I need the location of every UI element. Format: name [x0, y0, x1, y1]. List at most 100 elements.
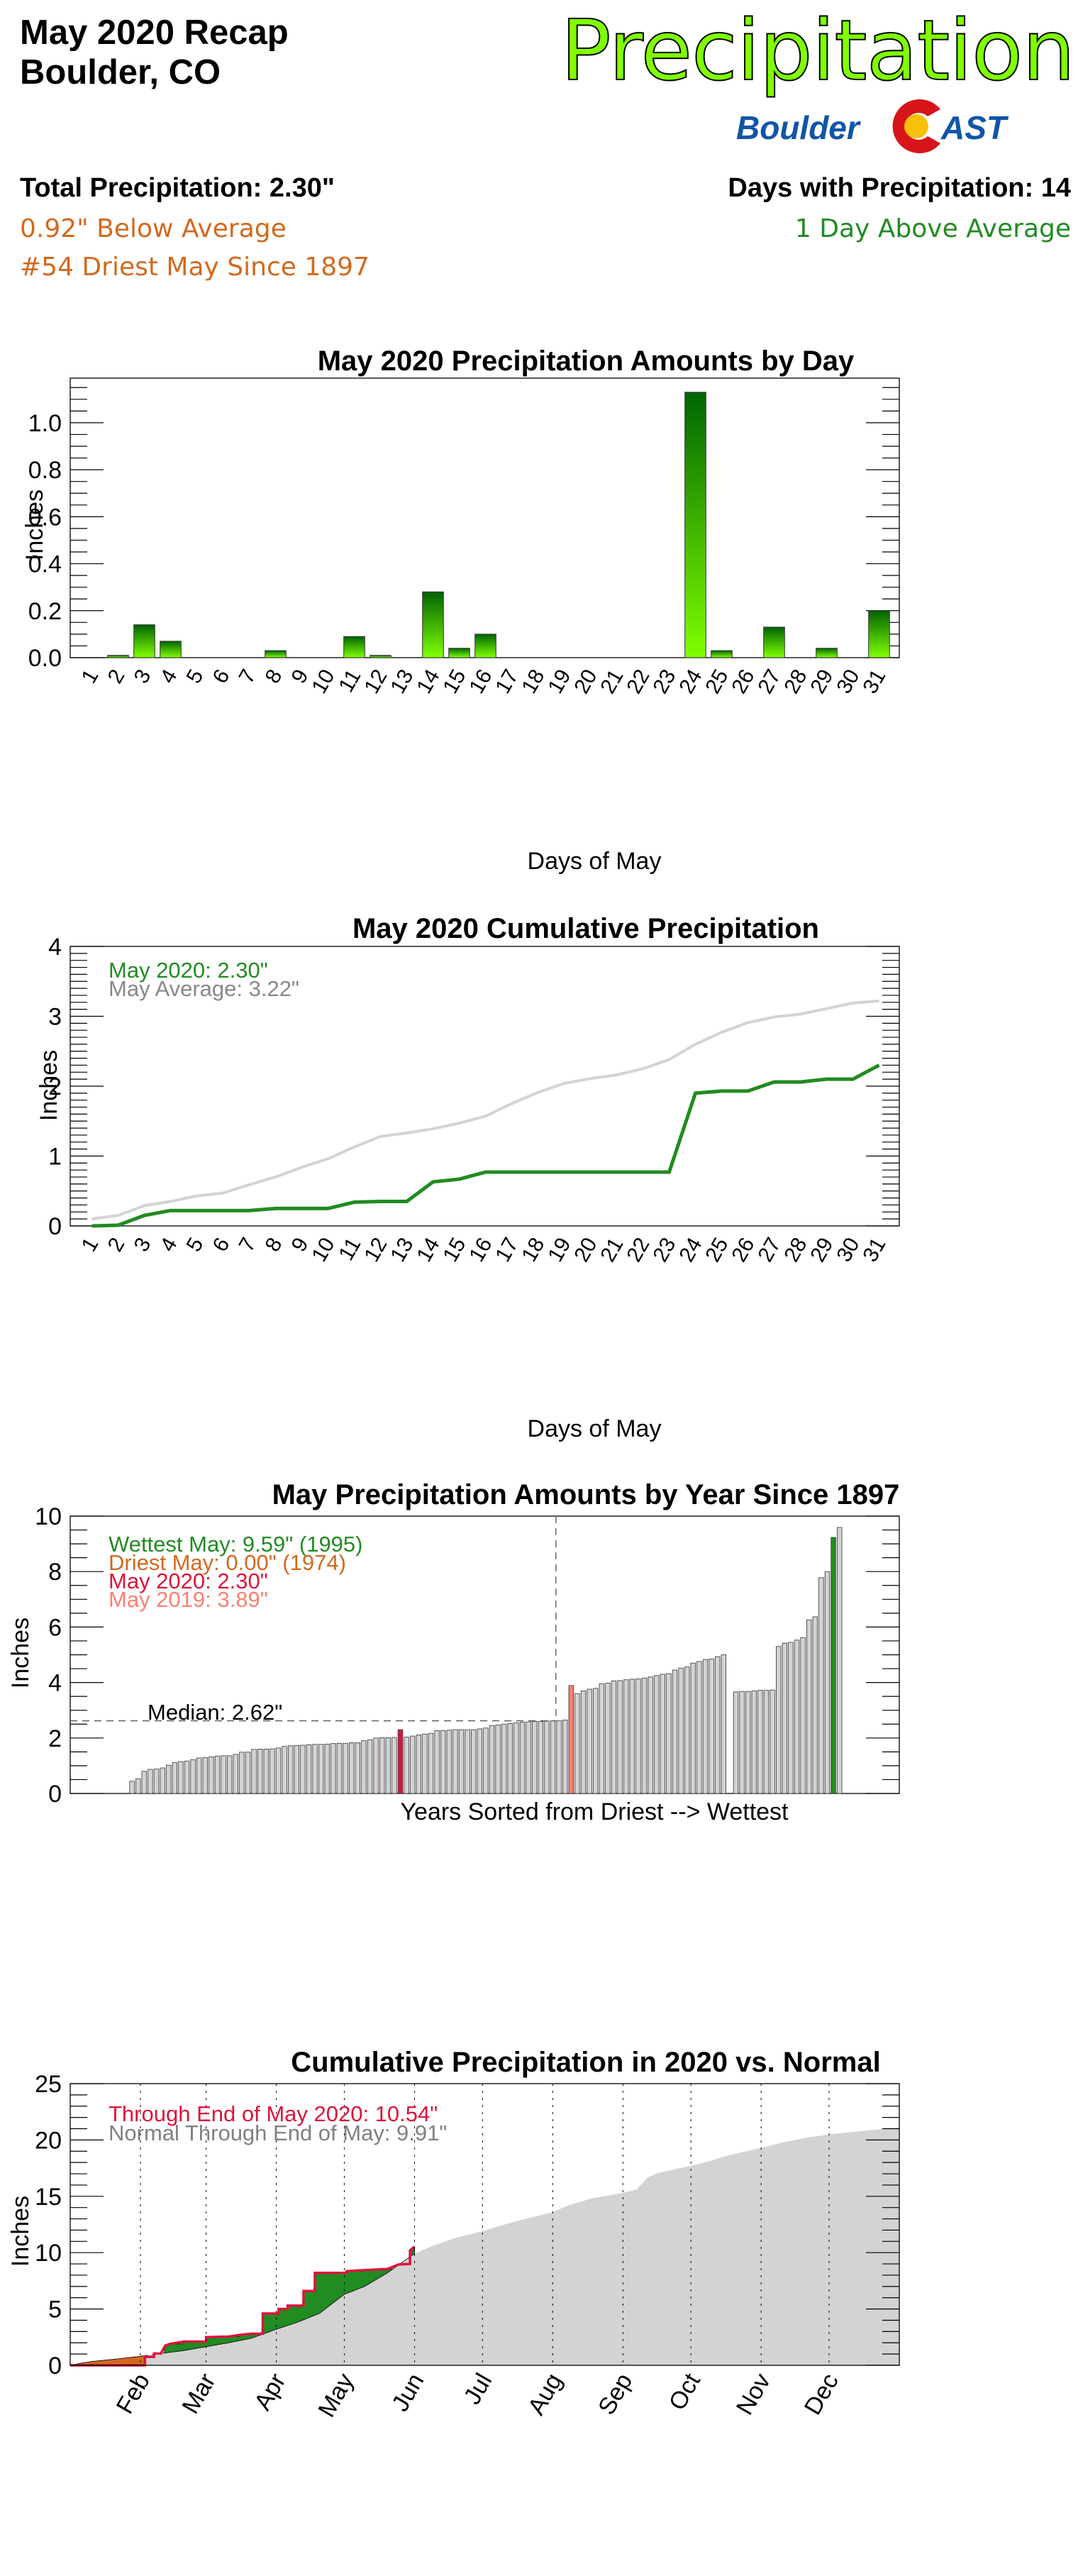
year-bar [483, 1728, 489, 1794]
y-tick-label: 20 [35, 2127, 62, 2154]
year-bar [385, 1737, 391, 1794]
chart-title: May 2020 Precipitation Amounts by Day [318, 346, 855, 377]
year-bar [404, 1737, 409, 1794]
bar-day-4 [160, 641, 182, 658]
year-bar [532, 1720, 538, 1794]
year-bar [562, 1719, 568, 1794]
year-bar [776, 1646, 782, 1794]
year-bar [599, 1684, 604, 1794]
year-bar [715, 1656, 721, 1794]
x-tick-label: Jul [459, 2369, 498, 2409]
y-tick-label: 6 [48, 1614, 62, 1641]
x-tick-label: 29 [806, 665, 838, 697]
legend-driest: Driest May: 0.00" (1974) [109, 1550, 346, 1575]
x-tick-label: 22 [622, 1234, 654, 1266]
median-label: Median: 2.62" [148, 1700, 282, 1725]
x-axis-label: Days of May [528, 1415, 662, 1442]
bar-day-14 [422, 591, 444, 658]
year-bar [513, 1722, 519, 1794]
yearly-may-chart: May Precipitation Amounts by Year Since … [7, 1479, 900, 1825]
x-tick-label: Mar [177, 2369, 221, 2419]
legend-may-2020: May 2020: 2.30" [109, 958, 268, 983]
legend-may-2019: May 2019: 3.89" [109, 1587, 268, 1612]
line-2020-cumulative [70, 2245, 416, 2367]
year-bar [660, 1674, 665, 1794]
year-bar [367, 1739, 373, 1794]
year-bar [550, 1720, 556, 1794]
x-tick-label: 31 [858, 1234, 890, 1266]
y-tick-label: 1.0 [28, 410, 62, 437]
year-bar [141, 1771, 147, 1794]
logo-text-left: Boulder [736, 109, 861, 146]
year-bar [757, 1690, 763, 1794]
year-bar [373, 1737, 379, 1794]
x-axis-label: Days of May [528, 848, 662, 875]
x-tick-label: 15 [438, 1234, 470, 1266]
y-axis-label: Inches [7, 2196, 34, 2267]
x-tick-label: 23 [648, 665, 680, 697]
year-bar [465, 1729, 470, 1794]
bar-may-2020 [397, 1729, 404, 1794]
year-bar [739, 1691, 745, 1794]
cumulative-may-chart: May 2020 Cumulative Precipitation 012341… [35, 913, 900, 1442]
x-tick-label: 24 [674, 665, 706, 697]
year-bar [678, 1667, 684, 1794]
x-tick-label: 27 [753, 665, 785, 697]
year-bar [165, 1764, 172, 1794]
year-bar [806, 1619, 812, 1794]
year-bar [306, 1744, 312, 1794]
year-bar [190, 1759, 196, 1794]
year-bar [818, 1577, 824, 1794]
x-tick-label: 6 [209, 1234, 235, 1256]
year-bar [202, 1757, 208, 1794]
x-tick-label: 10 [307, 1234, 339, 1266]
year-bar [245, 1752, 251, 1794]
x-tick-label: 25 [701, 665, 733, 697]
year-bar [214, 1755, 221, 1794]
x-tick-label: 15 [438, 665, 470, 697]
x-tick-label: 2 [104, 665, 130, 687]
year-bar [605, 1682, 611, 1794]
year-bar [471, 1729, 477, 1794]
year-bar [672, 1669, 678, 1794]
year-bar [782, 1642, 787, 1794]
year-bar [324, 1744, 330, 1794]
x-tick-label: 19 [543, 665, 575, 697]
x-tick-label: 18 [517, 1234, 549, 1266]
year-bar [209, 1756, 214, 1794]
annual-cumulative-chart: Cumulative Precipitation in 2020 vs. Nor… [7, 2047, 900, 2422]
x-tick-label: Apr [249, 2369, 291, 2415]
x-tick-label: 16 [465, 1234, 496, 1266]
y-tick-label: 0 [48, 1213, 62, 1240]
x-tick-label: 20 [570, 1234, 601, 1266]
year-bar [587, 1688, 592, 1794]
year-bar [721, 1654, 726, 1794]
x-tick-label: 1 [77, 665, 104, 687]
bar-day-3 [133, 624, 155, 658]
year-bar [331, 1743, 336, 1794]
y-tick-label: 10 [35, 2240, 62, 2267]
x-tick-label: 13 [386, 665, 418, 697]
year-bar [751, 1690, 757, 1794]
x-tick-label: 11 [334, 665, 365, 696]
plot-frame [70, 2083, 900, 2366]
y-tick-label: 0 [48, 2353, 62, 2379]
x-tick-label: 3 [130, 1234, 156, 1256]
x-tick-label: 5 [182, 665, 209, 687]
bar-may-2019 [568, 1685, 574, 1794]
year-bar [641, 1677, 648, 1794]
x-tick-label: 28 [779, 665, 811, 697]
legend-wettest: Wettest May: 9.59" (1995) [109, 1532, 362, 1557]
y-tick-label: 0.4 [28, 551, 62, 578]
x-tick-label: 22 [622, 665, 654, 697]
line-may-average [91, 999, 879, 1221]
year-bar [300, 1745, 306, 1794]
year-bar [251, 1749, 257, 1794]
category-heading: Precipitation [560, 1, 1076, 99]
title-line-2: Boulder, CO [20, 53, 221, 92]
y-tick-label: 2 [48, 1725, 62, 1752]
year-bar [519, 1722, 526, 1794]
bar-day-8 [265, 650, 287, 658]
year-bar [410, 1735, 416, 1794]
x-tick-label: 8 [261, 1234, 287, 1256]
